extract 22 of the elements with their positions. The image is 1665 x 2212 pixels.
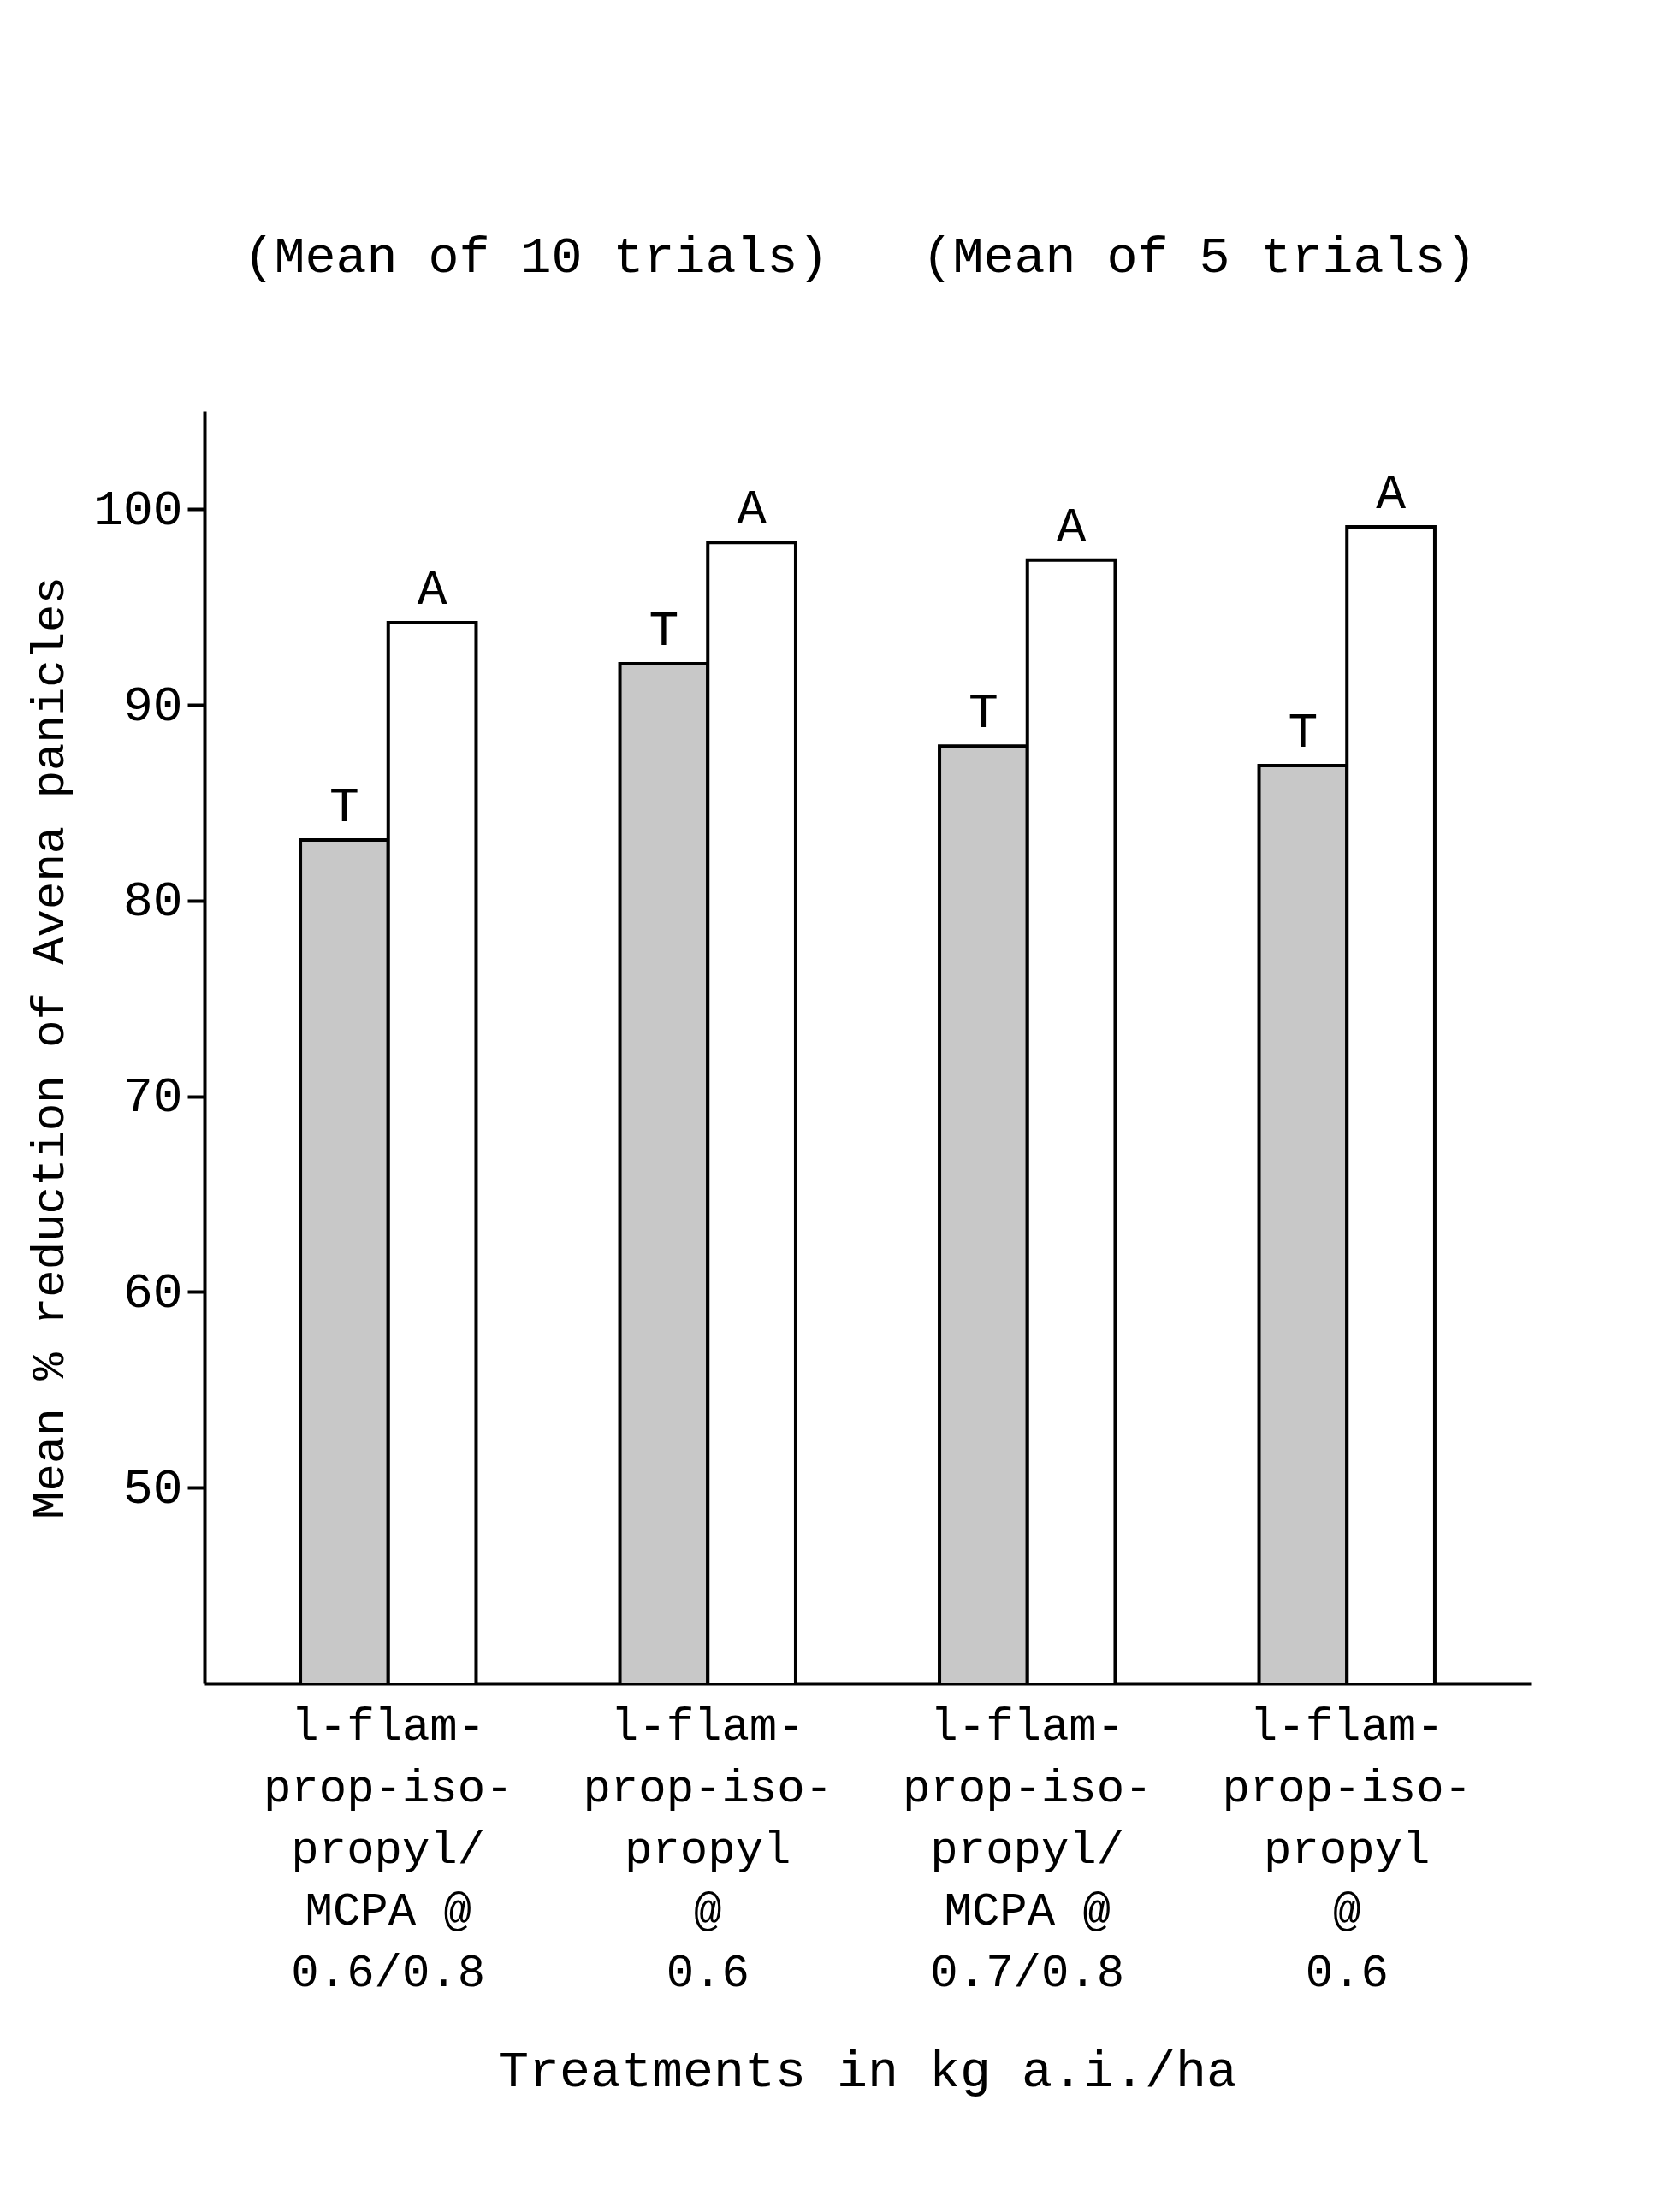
text: T [968,686,998,742]
x-tick-label: l-flam- prop-iso- propyl @ 0.6 [1222,1700,1472,2000]
y-axis-title: Mean % reduction of Avena panicles [25,577,78,1519]
x-tick-label: l-flam- prop-iso- propyl/ MCPA @ 0.7/0.8 [902,1700,1152,2000]
text: A [1056,500,1087,556]
text: (Mean of 5 trials) [921,229,1477,287]
y-tick-label: 80 [122,874,183,931]
series-label: T [329,780,359,836]
text: A [737,482,767,539]
text: T [1288,706,1318,762]
y-tick-label: 100 [93,482,183,539]
y-tick-label: 90 [122,678,183,735]
series-label: A [417,563,447,619]
x-axis-title: Treatments in kg a.i./ha [497,2043,1238,2102]
text: (Mean of 10 trials) [243,229,829,287]
x-tick-label: l-flam- prop-iso- propyl @ 0.6 [583,1700,833,2000]
y-tick-label: 70 [122,1070,183,1127]
text: A [1376,466,1406,523]
x-tick-label: l-flam- prop-iso- propyl/ MCPA @ 0.6/0.8 [263,1700,513,2000]
y-tick-label: 60 [122,1265,183,1322]
text: T [649,604,679,660]
y-tick-label: 50 [122,1461,183,1517]
